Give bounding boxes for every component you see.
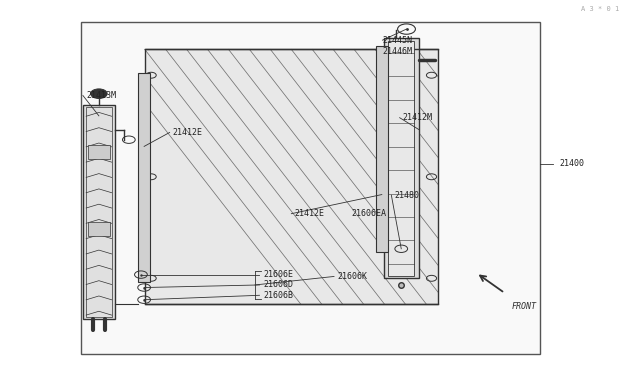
Circle shape <box>91 89 107 99</box>
Bar <box>83 105 115 319</box>
Text: 21480: 21480 <box>394 191 420 200</box>
Text: 21412E: 21412E <box>173 128 203 137</box>
Text: 21412M: 21412M <box>403 113 433 122</box>
Text: 21413M: 21413M <box>86 91 116 100</box>
Bar <box>88 145 109 158</box>
Text: 21606EA: 21606EA <box>352 209 387 218</box>
Text: 21412E: 21412E <box>294 209 324 218</box>
Bar <box>384 38 419 278</box>
Bar <box>86 107 111 317</box>
Bar <box>388 41 414 276</box>
Text: 21606E: 21606E <box>264 270 294 279</box>
Bar <box>138 73 150 282</box>
Bar <box>88 222 109 235</box>
Bar <box>376 46 388 253</box>
Text: 21606K: 21606K <box>337 272 367 281</box>
Text: 21606B: 21606B <box>264 291 294 300</box>
Text: FRONT: FRONT <box>511 302 536 311</box>
Text: 21400: 21400 <box>559 159 584 169</box>
Text: 21445N: 21445N <box>383 36 412 45</box>
Text: 21446M: 21446M <box>383 47 412 56</box>
Text: A 3 * 0 1: A 3 * 0 1 <box>581 6 620 13</box>
Bar <box>145 49 438 304</box>
Bar <box>81 22 540 354</box>
Text: 21606D: 21606D <box>264 280 294 289</box>
